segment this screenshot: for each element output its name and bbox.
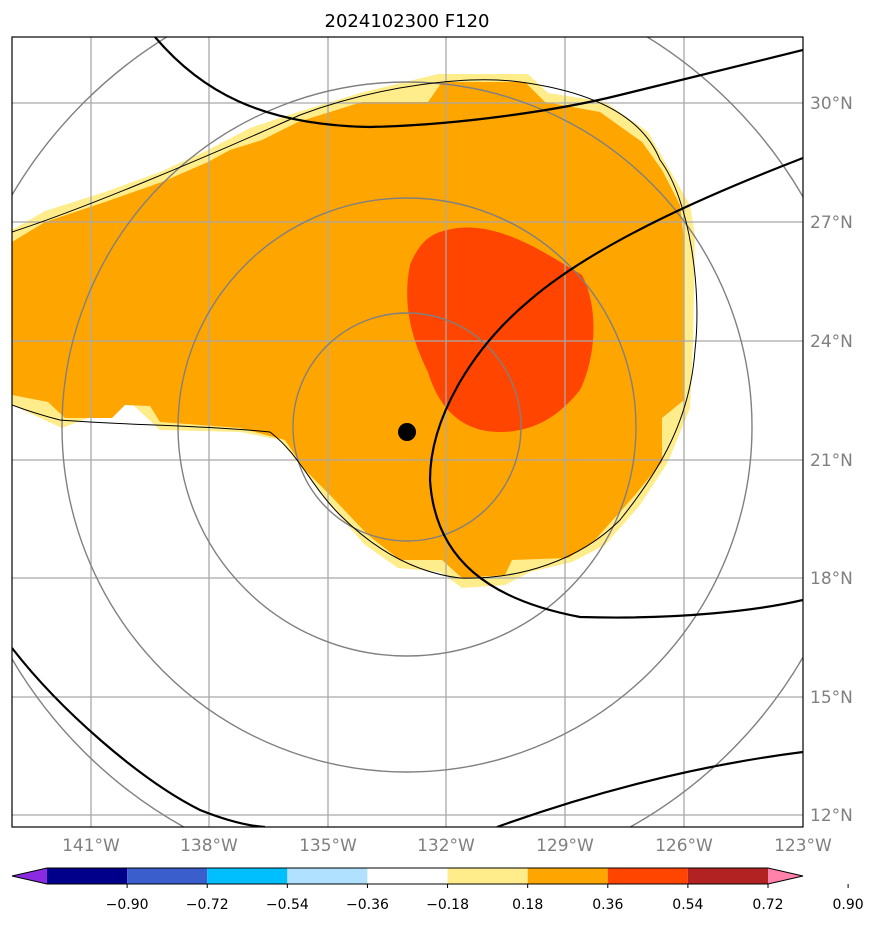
lat-label: 21°N: [810, 451, 853, 471]
longitude-labels: 141°W 138°W 135°W 132°W 129°W 126°W 123°…: [62, 836, 832, 856]
isoline-east: [428, 156, 803, 619]
latitude-labels: 30°N 27°N 24°N 21°N 18°N 15°N 12°N: [810, 94, 853, 826]
lon-label: 138°W: [180, 836, 238, 856]
lon-label: 141°W: [62, 836, 120, 856]
colorbar-tick-label: −0.18: [426, 897, 469, 913]
colorbar-segment: [607, 868, 688, 884]
colorbar-segment: [287, 868, 368, 884]
colorbar-tick-label: −0.54: [266, 897, 309, 913]
colorbar-segment: [127, 868, 208, 884]
lon-label: 123°W: [774, 836, 832, 856]
colorbar-segment: [207, 868, 288, 884]
lon-label: 135°W: [299, 836, 357, 856]
colorbar-tick-label: 0.18: [512, 897, 543, 913]
map-panel: [12, 37, 803, 827]
figure-title: 2024102300 F120: [325, 11, 490, 32]
colorbar-segment: [47, 868, 128, 884]
lat-label: 12°N: [810, 806, 853, 826]
isoline-southwest: [12, 647, 266, 827]
colorbar-tick-label: 0.54: [672, 897, 703, 913]
storm-center-marker: [398, 423, 416, 441]
colorbar-ticks: −0.90 −0.72 −0.54 −0.36 −0.18 0.18 0.36 0.54 0.7…: [106, 884, 864, 913]
colorbar-tick-label: 0.36: [592, 897, 623, 913]
lat-label: 24°N: [810, 332, 853, 352]
isolines: [12, 37, 803, 827]
colorbar-tick-label: −0.72: [186, 897, 229, 913]
lat-label: 30°N: [810, 94, 853, 114]
colorbar-extend-low: [12, 868, 47, 884]
colorbar-extend-high: [768, 868, 803, 884]
lat-label: 18°N: [810, 569, 853, 589]
field-contour: [12, 79, 698, 579]
colorbar-tick-label: −0.36: [346, 897, 389, 913]
lon-label: 129°W: [536, 836, 594, 856]
colorbar-segment: [527, 868, 608, 884]
lon-label: 132°W: [417, 836, 475, 856]
colorbar: −0.90 −0.72 −0.54 −0.36 −0.18 0.18 0.36 0.54 0.7…: [11, 867, 864, 913]
colorbar-tick-label: 0.72: [752, 897, 783, 913]
colorbar-tick-label: 0.90: [833, 897, 864, 913]
lat-label: 27°N: [810, 213, 853, 233]
colorbar-segments: [12, 868, 803, 884]
isoline-north: [154, 37, 803, 129]
colorbar-outline: [11, 867, 804, 885]
range-rings: [12, 37, 803, 827]
colorbar-segment: [367, 868, 448, 884]
colorbar-segment: [447, 868, 528, 884]
isoline-southeast: [496, 750, 803, 827]
colorbar-segment: [687, 868, 768, 884]
field-red-core: [407, 227, 594, 432]
lon-label: 126°W: [655, 836, 713, 856]
map-frame: [11, 36, 804, 828]
colorbar-tick-label: −0.90: [106, 897, 149, 913]
lat-label: 15°N: [810, 688, 853, 708]
graticule: [12, 37, 803, 827]
